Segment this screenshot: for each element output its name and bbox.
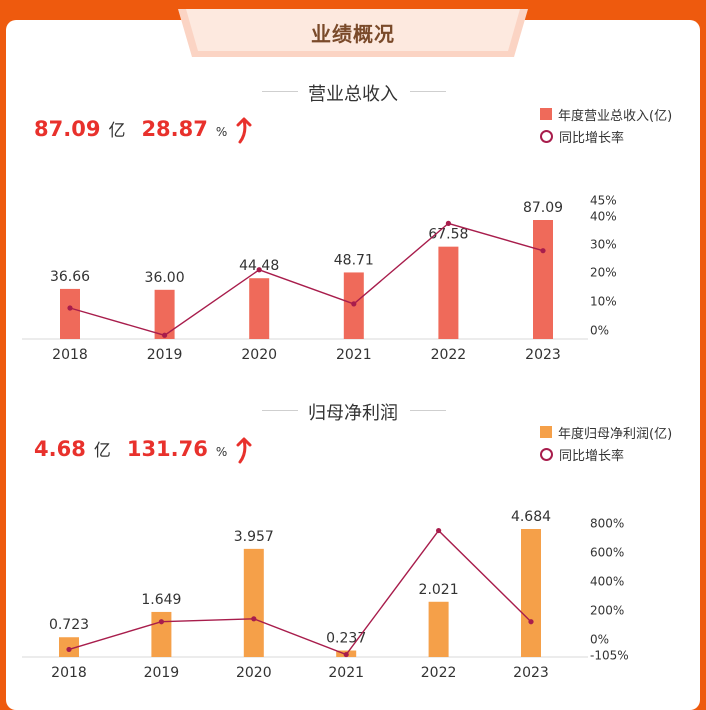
y-tick-label: 30%	[590, 238, 617, 252]
legend-item-bar: 年度归母净利润(亿)	[540, 421, 672, 443]
x-tick-label: 2020	[236, 665, 272, 681]
x-tick-label: 2023	[525, 347, 561, 363]
profit-kpi-value: 4.68	[34, 437, 86, 461]
growth-rate-point	[251, 616, 257, 622]
profit-kpi-growth-unit: %	[215, 445, 228, 459]
revenue-section-title: 营业总收入	[308, 84, 398, 105]
growth-rate-point	[256, 267, 262, 273]
legend-bar-swatch	[540, 108, 552, 120]
data-label: 4.684	[511, 509, 551, 525]
revenue-kpi-growth: 28.87	[141, 117, 208, 141]
data-label: 3.957	[234, 529, 274, 545]
growth-rate-point	[67, 305, 73, 311]
legend-item-line: 同比增长率	[540, 443, 672, 465]
data-label: 36.66	[50, 269, 90, 285]
revenue-legend: 年度营业总收入(亿) 同比增长率	[540, 103, 672, 147]
bar	[151, 611, 172, 657]
data-label: 1.649	[141, 592, 181, 608]
revenue-kpi: 87.09 亿 28.87 %	[34, 116, 253, 144]
up-arrow-icon	[236, 437, 252, 464]
y-tick-label: 40%	[590, 210, 617, 224]
x-tick-label: 2019	[147, 347, 183, 363]
growth-rate-point	[445, 220, 451, 226]
up-arrow-icon	[236, 117, 252, 144]
title-banner	[178, 9, 528, 57]
y-tick-label: 800%	[590, 517, 624, 531]
data-label: 67.58	[428, 227, 468, 243]
bar	[154, 289, 175, 339]
revenue-kpi-unit: 亿	[108, 121, 126, 141]
legend-bar-swatch	[540, 426, 552, 438]
title-divider-right	[410, 410, 446, 411]
profit-section-title: 归母净利润	[308, 403, 398, 424]
x-tick-label: 2020	[241, 347, 277, 363]
revenue-kpi-value: 87.09	[34, 117, 101, 141]
growth-rate-point	[528, 619, 534, 625]
bar	[249, 278, 270, 339]
bar	[521, 529, 541, 657]
legend-line-label: 同比增长率	[559, 130, 625, 146]
data-label: 0.237	[326, 631, 366, 647]
growth-rate-line	[69, 222, 544, 337]
bar	[60, 288, 80, 339]
data-label: 48.71	[334, 252, 374, 268]
x-tick-label: 2023	[513, 665, 549, 681]
profit-kpi-growth: 131.76	[126, 437, 208, 461]
y-tick-label: 0%	[590, 633, 609, 647]
data-label: 0.723	[49, 617, 89, 633]
x-tick-label: 2019	[144, 665, 180, 681]
title-divider-left	[262, 91, 298, 92]
x-tick-label: 2021	[328, 665, 364, 681]
x-tick-label: 2022	[421, 665, 457, 681]
growth-rate-point	[540, 248, 546, 254]
growth-rate-point	[343, 651, 349, 658]
x-tick-label: 2021	[336, 347, 372, 363]
bar	[438, 246, 459, 339]
growth-rate-point	[351, 301, 357, 307]
growth-rate-point	[158, 619, 164, 625]
revenue-kpi-growth-unit: %	[215, 125, 228, 139]
y-tick-label: 20%	[590, 266, 617, 280]
growth-rate-point	[66, 646, 72, 653]
growth-rate-point	[162, 332, 168, 338]
growth-rate-line	[68, 529, 532, 656]
legend-item-line: 同比增长率	[540, 125, 672, 147]
y-tick-label: 400%	[590, 575, 624, 589]
y-tick-label: 45%	[590, 194, 617, 208]
performance-card	[6, 20, 700, 710]
x-tick-label: 2018	[52, 347, 88, 363]
profit-legend: 年度归母净利润(亿) 同比增长率	[540, 421, 672, 465]
data-label: 87.09	[523, 200, 563, 216]
title-divider-left	[262, 410, 298, 411]
growth-rate-point	[436, 527, 442, 534]
profit-kpi: 4.68 亿 131.76 %	[34, 436, 253, 464]
y-tick-label: 600%	[590, 546, 624, 560]
x-tick-label: 2022	[431, 347, 467, 363]
profit-kpi-unit: 亿	[93, 441, 111, 461]
x-tick-label: 2018	[51, 665, 87, 681]
legend-line-label: 同比增长率	[559, 448, 625, 464]
y-tick-label: 10%	[590, 295, 617, 309]
legend-line-marker	[540, 129, 553, 143]
title-divider-right	[410, 91, 446, 92]
bar	[243, 548, 264, 657]
legend-bar-label: 年度营业总收入(亿)	[558, 108, 673, 124]
data-label: 2.021	[419, 582, 459, 598]
revenue-chart: 36.66 2018 36.00 2019 44.48 2020 48.71 2021 67.5…	[22, 194, 617, 363]
data-label: 36.00	[145, 270, 185, 286]
data-label: 44.48	[239, 258, 279, 274]
y-tick-label: 0%	[590, 324, 609, 338]
y-tick-label: -105%	[590, 649, 629, 663]
legend-line-marker	[540, 447, 553, 461]
bar	[428, 601, 449, 657]
legend-bar-label: 年度归母净利润(亿)	[558, 426, 673, 442]
legend-item-bar: 年度营业总收入(亿)	[540, 103, 672, 125]
y-tick-label: 200%	[590, 604, 624, 618]
